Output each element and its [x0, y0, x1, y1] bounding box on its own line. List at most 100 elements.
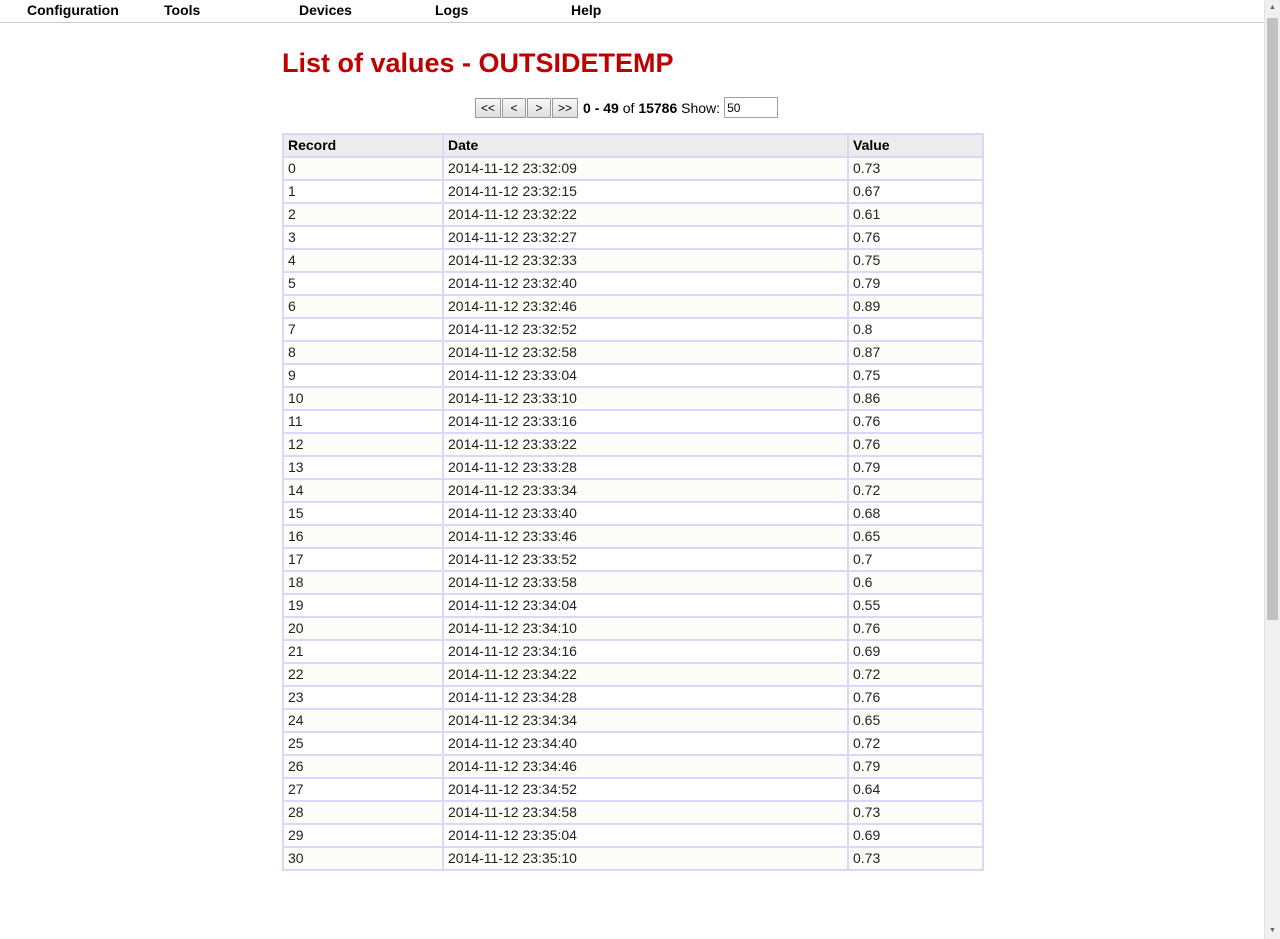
values-table: Record Date Value 0 2014-11-12 23:32:09 0.… — [282, 133, 984, 871]
date-cell: 2014-11-12 23:33:28 — [442, 455, 849, 480]
record-cell: 21 — [282, 639, 444, 664]
table-row: 30 2014-11-12 23:35:10 0.73 — [282, 846, 984, 871]
date-cell: 2014-11-12 23:34:40 — [442, 731, 849, 756]
record-range: 0 - 49 — [583, 99, 619, 116]
value-cell: 0.64 — [847, 777, 984, 802]
value-cell: 0.73 — [847, 800, 984, 825]
record-cell: 12 — [282, 432, 444, 457]
value-cell: 0.79 — [847, 271, 984, 296]
record-cell: 0 — [282, 156, 444, 181]
record-cell: 6 — [282, 294, 444, 319]
table-body: 0 2014-11-12 23:32:09 0.73 1 2014-11-12 23:3… — [282, 156, 984, 871]
record-total: 15786 — [638, 99, 678, 116]
table-row: 28 2014-11-12 23:34:58 0.73 — [282, 800, 984, 825]
record-cell: 3 — [282, 225, 444, 250]
of-label: of — [622, 99, 635, 116]
record-cell: 15 — [282, 501, 444, 526]
value-cell: 0.65 — [847, 524, 984, 549]
menu-item-logs[interactable]: Logs — [435, 2, 469, 18]
value-cell: 0.68 — [847, 501, 984, 526]
record-cell: 11 — [282, 409, 444, 434]
record-cell: 30 — [282, 846, 444, 871]
date-cell: 2014-11-12 23:33:16 — [442, 409, 849, 434]
table-row: 29 2014-11-12 23:35:04 0.69 — [282, 823, 984, 848]
record-cell: 1 — [282, 179, 444, 204]
table-row: 22 2014-11-12 23:34:22 0.72 — [282, 662, 984, 687]
value-cell: 0.69 — [847, 823, 984, 848]
record-cell: 28 — [282, 800, 444, 825]
menu-item-tools[interactable]: Tools — [164, 2, 201, 18]
record-cell: 19 — [282, 593, 444, 618]
value-cell: 0.7 — [847, 547, 984, 572]
table-row: 14 2014-11-12 23:33:34 0.72 — [282, 478, 984, 503]
scroll-down-arrow-icon[interactable]: ▼ — [1269, 927, 1276, 934]
table-row: 23 2014-11-12 23:34:28 0.76 — [282, 685, 984, 710]
vertical-scrollbar[interactable]: ▲ ▼ — [1264, 0, 1280, 939]
table-row: 11 2014-11-12 23:33:16 0.76 — [282, 409, 984, 434]
column-header-date: Date — [442, 133, 849, 158]
value-cell: 0.69 — [847, 639, 984, 664]
table-row: 4 2014-11-12 23:32:33 0.75 — [282, 248, 984, 273]
record-cell: 17 — [282, 547, 444, 572]
table-row: 6 2014-11-12 23:32:46 0.89 — [282, 294, 984, 319]
record-cell: 13 — [282, 455, 444, 480]
table-row: 7 2014-11-12 23:32:52 0.8 — [282, 317, 984, 342]
last-page-button[interactable]: >> — [552, 97, 579, 118]
table-row: 5 2014-11-12 23:32:40 0.79 — [282, 271, 984, 296]
next-page-button[interactable]: > — [527, 97, 552, 118]
value-cell: 0.61 — [847, 202, 984, 227]
date-cell: 2014-11-12 23:33:46 — [442, 524, 849, 549]
date-cell: 2014-11-12 23:32:58 — [442, 340, 849, 365]
date-cell: 2014-11-12 23:34:28 — [442, 685, 849, 710]
date-cell: 2014-11-12 23:34:34 — [442, 708, 849, 733]
value-cell: 0.76 — [847, 225, 984, 250]
value-cell: 0.73 — [847, 156, 984, 181]
date-cell: 2014-11-12 23:34:46 — [442, 754, 849, 779]
previous-page-button[interactable]: < — [502, 97, 527, 118]
menu-bar: Configuration Tools Devices Logs Help — [0, 0, 1264, 23]
date-cell: 2014-11-12 23:32:27 — [442, 225, 849, 250]
record-cell: 23 — [282, 685, 444, 710]
table-row: 25 2014-11-12 23:34:40 0.72 — [282, 731, 984, 756]
value-cell: 0.76 — [847, 432, 984, 457]
date-cell: 2014-11-12 23:33:22 — [442, 432, 849, 457]
table-row: 17 2014-11-12 23:33:52 0.7 — [282, 547, 984, 572]
column-header-value: Value — [847, 133, 984, 158]
value-cell: 0.65 — [847, 708, 984, 733]
value-cell: 0.86 — [847, 386, 984, 411]
date-cell: 2014-11-12 23:33:04 — [442, 363, 849, 388]
pagination-status: 0 - 49 of 15786 Show: — [583, 100, 720, 116]
scrollbar-thumb[interactable] — [1267, 18, 1278, 620]
table-row: 8 2014-11-12 23:32:58 0.87 — [282, 340, 984, 365]
table-row: 20 2014-11-12 23:34:10 0.76 — [282, 616, 984, 641]
record-cell: 24 — [282, 708, 444, 733]
scroll-up-arrow-icon[interactable]: ▲ — [1269, 4, 1276, 11]
record-cell: 26 — [282, 754, 444, 779]
record-cell: 5 — [282, 271, 444, 296]
menu-item-configuration[interactable]: Configuration — [27, 2, 119, 18]
value-cell: 0.75 — [847, 248, 984, 273]
menu-item-help[interactable]: Help — [571, 2, 602, 18]
table-row: 10 2014-11-12 23:33:10 0.86 — [282, 386, 984, 411]
table-row: 21 2014-11-12 23:34:16 0.69 — [282, 639, 984, 664]
record-cell: 20 — [282, 616, 444, 641]
show-count-input[interactable] — [724, 97, 779, 118]
record-cell: 27 — [282, 777, 444, 802]
value-cell: 0.75 — [847, 363, 984, 388]
date-cell: 2014-11-12 23:34:58 — [442, 800, 849, 825]
record-cell: 7 — [282, 317, 444, 342]
first-page-button[interactable]: << — [475, 97, 502, 118]
value-cell: 0.6 — [847, 570, 984, 595]
table-row: 12 2014-11-12 23:33:22 0.76 — [282, 432, 984, 457]
table-row: 3 2014-11-12 23:32:27 0.76 — [282, 225, 984, 250]
record-cell: 14 — [282, 478, 444, 503]
value-cell: 0.8 — [847, 317, 984, 342]
value-cell: 0.55 — [847, 593, 984, 618]
value-cell: 0.72 — [847, 731, 984, 756]
date-cell: 2014-11-12 23:32:22 — [442, 202, 849, 227]
table-header-row: Record Date Value — [282, 133, 984, 158]
menu-item-devices[interactable]: Devices — [299, 2, 352, 18]
value-cell: 0.79 — [847, 455, 984, 480]
column-header-record: Record — [282, 133, 444, 158]
value-cell: 0.87 — [847, 340, 984, 365]
